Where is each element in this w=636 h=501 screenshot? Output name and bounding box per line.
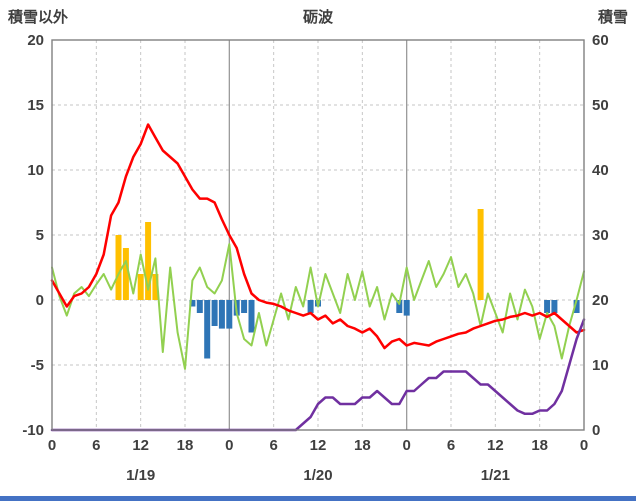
left-axis-title: 積雪以外 [8,9,69,26]
blue-bars [573,300,580,313]
x-axis-tick-label: 12 [310,437,327,454]
x-axis-tick-label: 12 [487,437,504,454]
left-axis-tick-label: 5 [36,227,44,244]
left-axis-tick-label: 15 [27,97,44,114]
blue-bars [196,300,203,313]
right-axis-tick-label: 50 [592,97,609,114]
x-axis-tick-label: 18 [177,437,194,454]
x-axis-day-label: 1/21 [481,467,510,484]
green-line [51,243,585,370]
orange-bars [152,274,159,300]
x-axis-tick-label: 0 [225,437,233,454]
left-axis-tick-label: 20 [27,32,44,49]
x-axis-tick-label: 0 [580,437,588,454]
bottom-accent-bar [0,496,636,501]
x-axis-tick-label: 0 [48,437,56,454]
orange-bars [145,222,152,300]
plot-border [51,39,585,431]
x-axis-tick-label: 0 [402,437,410,454]
right-axis-tick-label: 0 [592,422,600,439]
blue-bars [218,300,225,329]
blue-bars [396,300,403,313]
right-axis-tick-label: 60 [592,32,609,49]
x-axis-tick-label: 6 [447,437,455,454]
orange-bars [477,209,484,300]
blue-bars [551,300,558,313]
red-line [50,123,586,350]
left-axis-tick-label: 10 [27,162,44,179]
x-axis-tick-label: 6 [269,437,277,454]
x-axis-tick-label: 12 [132,437,149,454]
right-axis-tick-label: 10 [592,357,609,374]
left-axis-tick-label: 0 [36,292,44,309]
x-axis-tick-label: 6 [92,437,100,454]
right-axis-tick-label: 30 [592,227,609,244]
left-axis-tick-label: -10 [22,422,44,439]
x-axis-day-label: 1/20 [303,467,332,484]
x-axis-day-label: 1/19 [126,467,155,484]
x-axis-tick-label: 18 [531,437,548,454]
blue-bars [248,300,255,333]
blue-bars [204,300,211,359]
right-axis-tick-label: 20 [592,292,609,309]
left-axis-tick-label: -5 [31,357,44,374]
blue-bars [226,300,233,329]
right-axis-title: 積雪 [597,9,628,26]
orange-bars [122,248,129,300]
blue-bars [403,300,410,316]
blue-bars [189,300,196,307]
blue-bars [307,300,314,313]
blue-bars [211,300,218,326]
blue-bars [544,300,551,313]
chart-title: 砺波 [302,9,333,26]
right-axis-tick-label: 40 [592,162,609,179]
x-axis-tick-label: 18 [354,437,371,454]
orange-bars [115,235,122,300]
orange-bars [137,274,144,300]
blue-bars [241,300,248,313]
